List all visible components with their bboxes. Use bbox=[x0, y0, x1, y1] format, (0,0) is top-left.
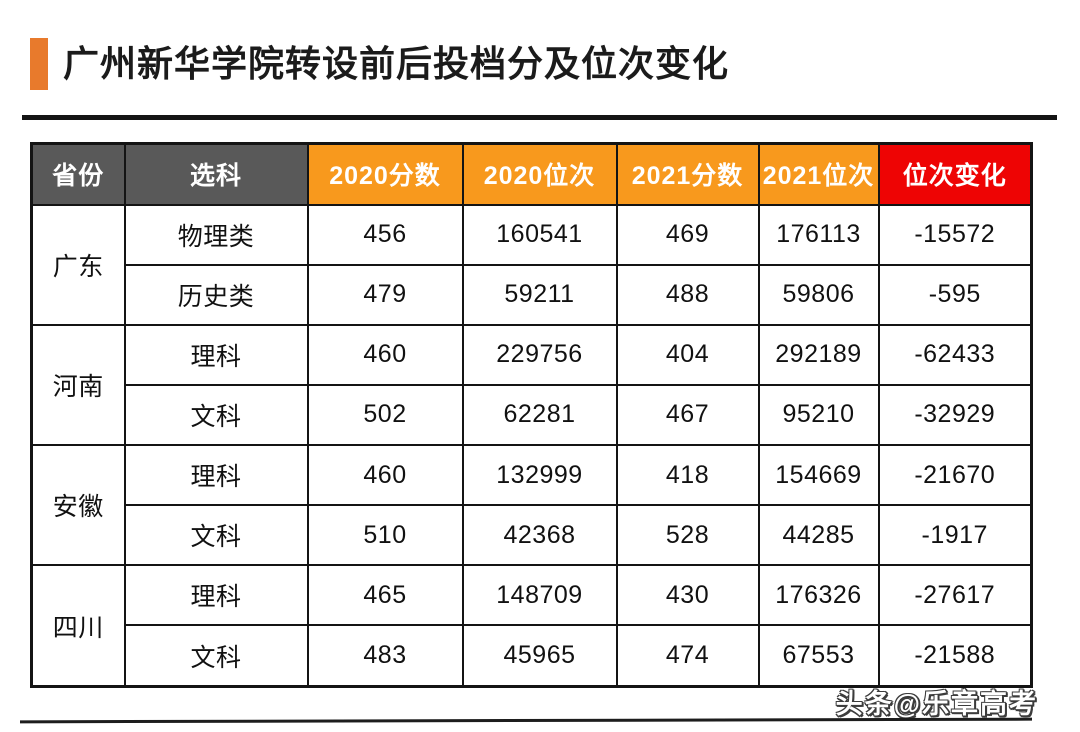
score-cell: 528 bbox=[615, 504, 760, 567]
rank-cell: 176113 bbox=[757, 203, 880, 266]
col-header-2021-rank: 2021位次 bbox=[757, 142, 880, 206]
col-header-province: 省份 bbox=[30, 142, 126, 206]
table-row: 四川 理科 465 148709 430 176326 -27617 bbox=[30, 564, 1033, 688]
track-cell: 历史类 bbox=[123, 263, 309, 326]
rank-cell: 62281 bbox=[461, 383, 618, 447]
track-cell: 理科 bbox=[123, 444, 309, 507]
change-cell: -27617 bbox=[877, 564, 1033, 627]
header-row: 省份 选科 2020分数 2020位次 2021分数 2021位次 位次变化 bbox=[30, 142, 1033, 206]
province-cell: 安徽 bbox=[30, 444, 126, 567]
rank-cell: 45965 bbox=[461, 624, 618, 688]
col-header-track: 选科 bbox=[123, 142, 309, 206]
track-cell: 文科 bbox=[123, 383, 309, 447]
rank-cell: 44285 bbox=[757, 504, 880, 567]
track-cell: 理科 bbox=[123, 323, 309, 386]
col-header-rank-change: 位次变化 bbox=[877, 142, 1033, 206]
table-row: 广东 物理类 456 160541 469 176113 -15572 bbox=[30, 203, 1033, 326]
table-row: 文科 483 45965 474 67553 -21588 bbox=[32, 624, 1033, 688]
title-block: 广州新华学院转设前后投档分及位次变化 bbox=[30, 38, 729, 90]
page-title: 广州新华学院转设前后投档分及位次变化 bbox=[63, 42, 730, 84]
score-cell: 479 bbox=[306, 263, 464, 326]
change-cell: -15572 bbox=[877, 203, 1033, 266]
rank-cell: 160541 bbox=[461, 203, 618, 266]
change-cell: -21670 bbox=[877, 444, 1033, 507]
rank-cell: 176326 bbox=[757, 564, 880, 627]
table-header: 省份 选科 2020分数 2020位次 2021分数 2021位次 位次变化 bbox=[30, 142, 1033, 206]
rank-cell: 67553 bbox=[757, 624, 880, 688]
province-cell: 河南 bbox=[30, 323, 126, 447]
rank-cell: 292189 bbox=[757, 323, 880, 386]
rank-cell: 132999 bbox=[461, 444, 618, 507]
rank-cell: 154669 bbox=[757, 444, 880, 507]
score-cell: 502 bbox=[306, 383, 464, 447]
rank-cell: 148709 bbox=[461, 564, 618, 627]
col-header-2020-rank: 2020位次 bbox=[461, 142, 618, 206]
change-cell: -1917 bbox=[877, 504, 1033, 567]
admission-table: 省份 选科 2020分数 2020位次 2021分数 2021位次 位次变化 广… bbox=[30, 142, 1033, 688]
col-header-2021-score: 2021分数 bbox=[615, 142, 760, 206]
table-row: 文科 502 62281 467 95210 -32929 bbox=[32, 383, 1033, 447]
change-cell: -62433 bbox=[877, 323, 1033, 386]
table-row: 文科 510 42368 528 44285 -1917 bbox=[32, 504, 1033, 567]
track-cell: 理科 bbox=[123, 564, 309, 627]
score-cell: 469 bbox=[615, 203, 760, 266]
track-cell: 文科 bbox=[123, 504, 309, 567]
col-header-2020-score: 2020分数 bbox=[306, 142, 464, 206]
score-cell: 488 bbox=[615, 263, 760, 326]
table-row: 安徽 理科 460 132999 418 154669 -21670 bbox=[30, 444, 1033, 567]
rank-cell: 42368 bbox=[461, 504, 618, 567]
table-row: 历史类 479 59211 488 59806 -595 bbox=[32, 263, 1033, 326]
rank-cell: 59211 bbox=[461, 263, 618, 326]
score-cell: 465 bbox=[306, 564, 464, 627]
change-cell: -595 bbox=[877, 263, 1033, 326]
score-cell: 510 bbox=[306, 504, 464, 567]
province-cell: 广东 bbox=[30, 203, 126, 326]
score-cell: 456 bbox=[306, 203, 464, 266]
score-cell: 474 bbox=[615, 624, 760, 688]
rank-cell: 59806 bbox=[757, 263, 880, 326]
score-cell: 418 bbox=[615, 444, 760, 507]
table-body: 广东 物理类 456 160541 469 176113 -15572 历史类 … bbox=[30, 203, 1033, 688]
score-cell: 460 bbox=[306, 323, 464, 386]
table-row: 河南 理科 460 229756 404 292189 -62433 bbox=[30, 323, 1033, 447]
bottom-divider bbox=[19, 717, 1033, 724]
rank-cell: 95210 bbox=[757, 383, 880, 447]
track-cell: 物理类 bbox=[123, 203, 309, 266]
track-cell: 文科 bbox=[123, 624, 309, 688]
province-cell: 四川 bbox=[30, 564, 126, 688]
rank-cell: 229756 bbox=[461, 323, 618, 386]
change-cell: -32929 bbox=[877, 383, 1033, 447]
watermark: 头条@乐章高考 bbox=[835, 689, 1038, 719]
title-divider bbox=[22, 115, 1057, 120]
score-cell: 467 bbox=[615, 383, 760, 447]
score-cell: 483 bbox=[306, 624, 464, 688]
score-cell: 404 bbox=[615, 323, 760, 386]
title-accent-bar bbox=[30, 38, 48, 90]
score-cell: 460 bbox=[306, 444, 464, 507]
change-cell: -21588 bbox=[877, 624, 1033, 688]
score-cell: 430 bbox=[615, 564, 760, 627]
